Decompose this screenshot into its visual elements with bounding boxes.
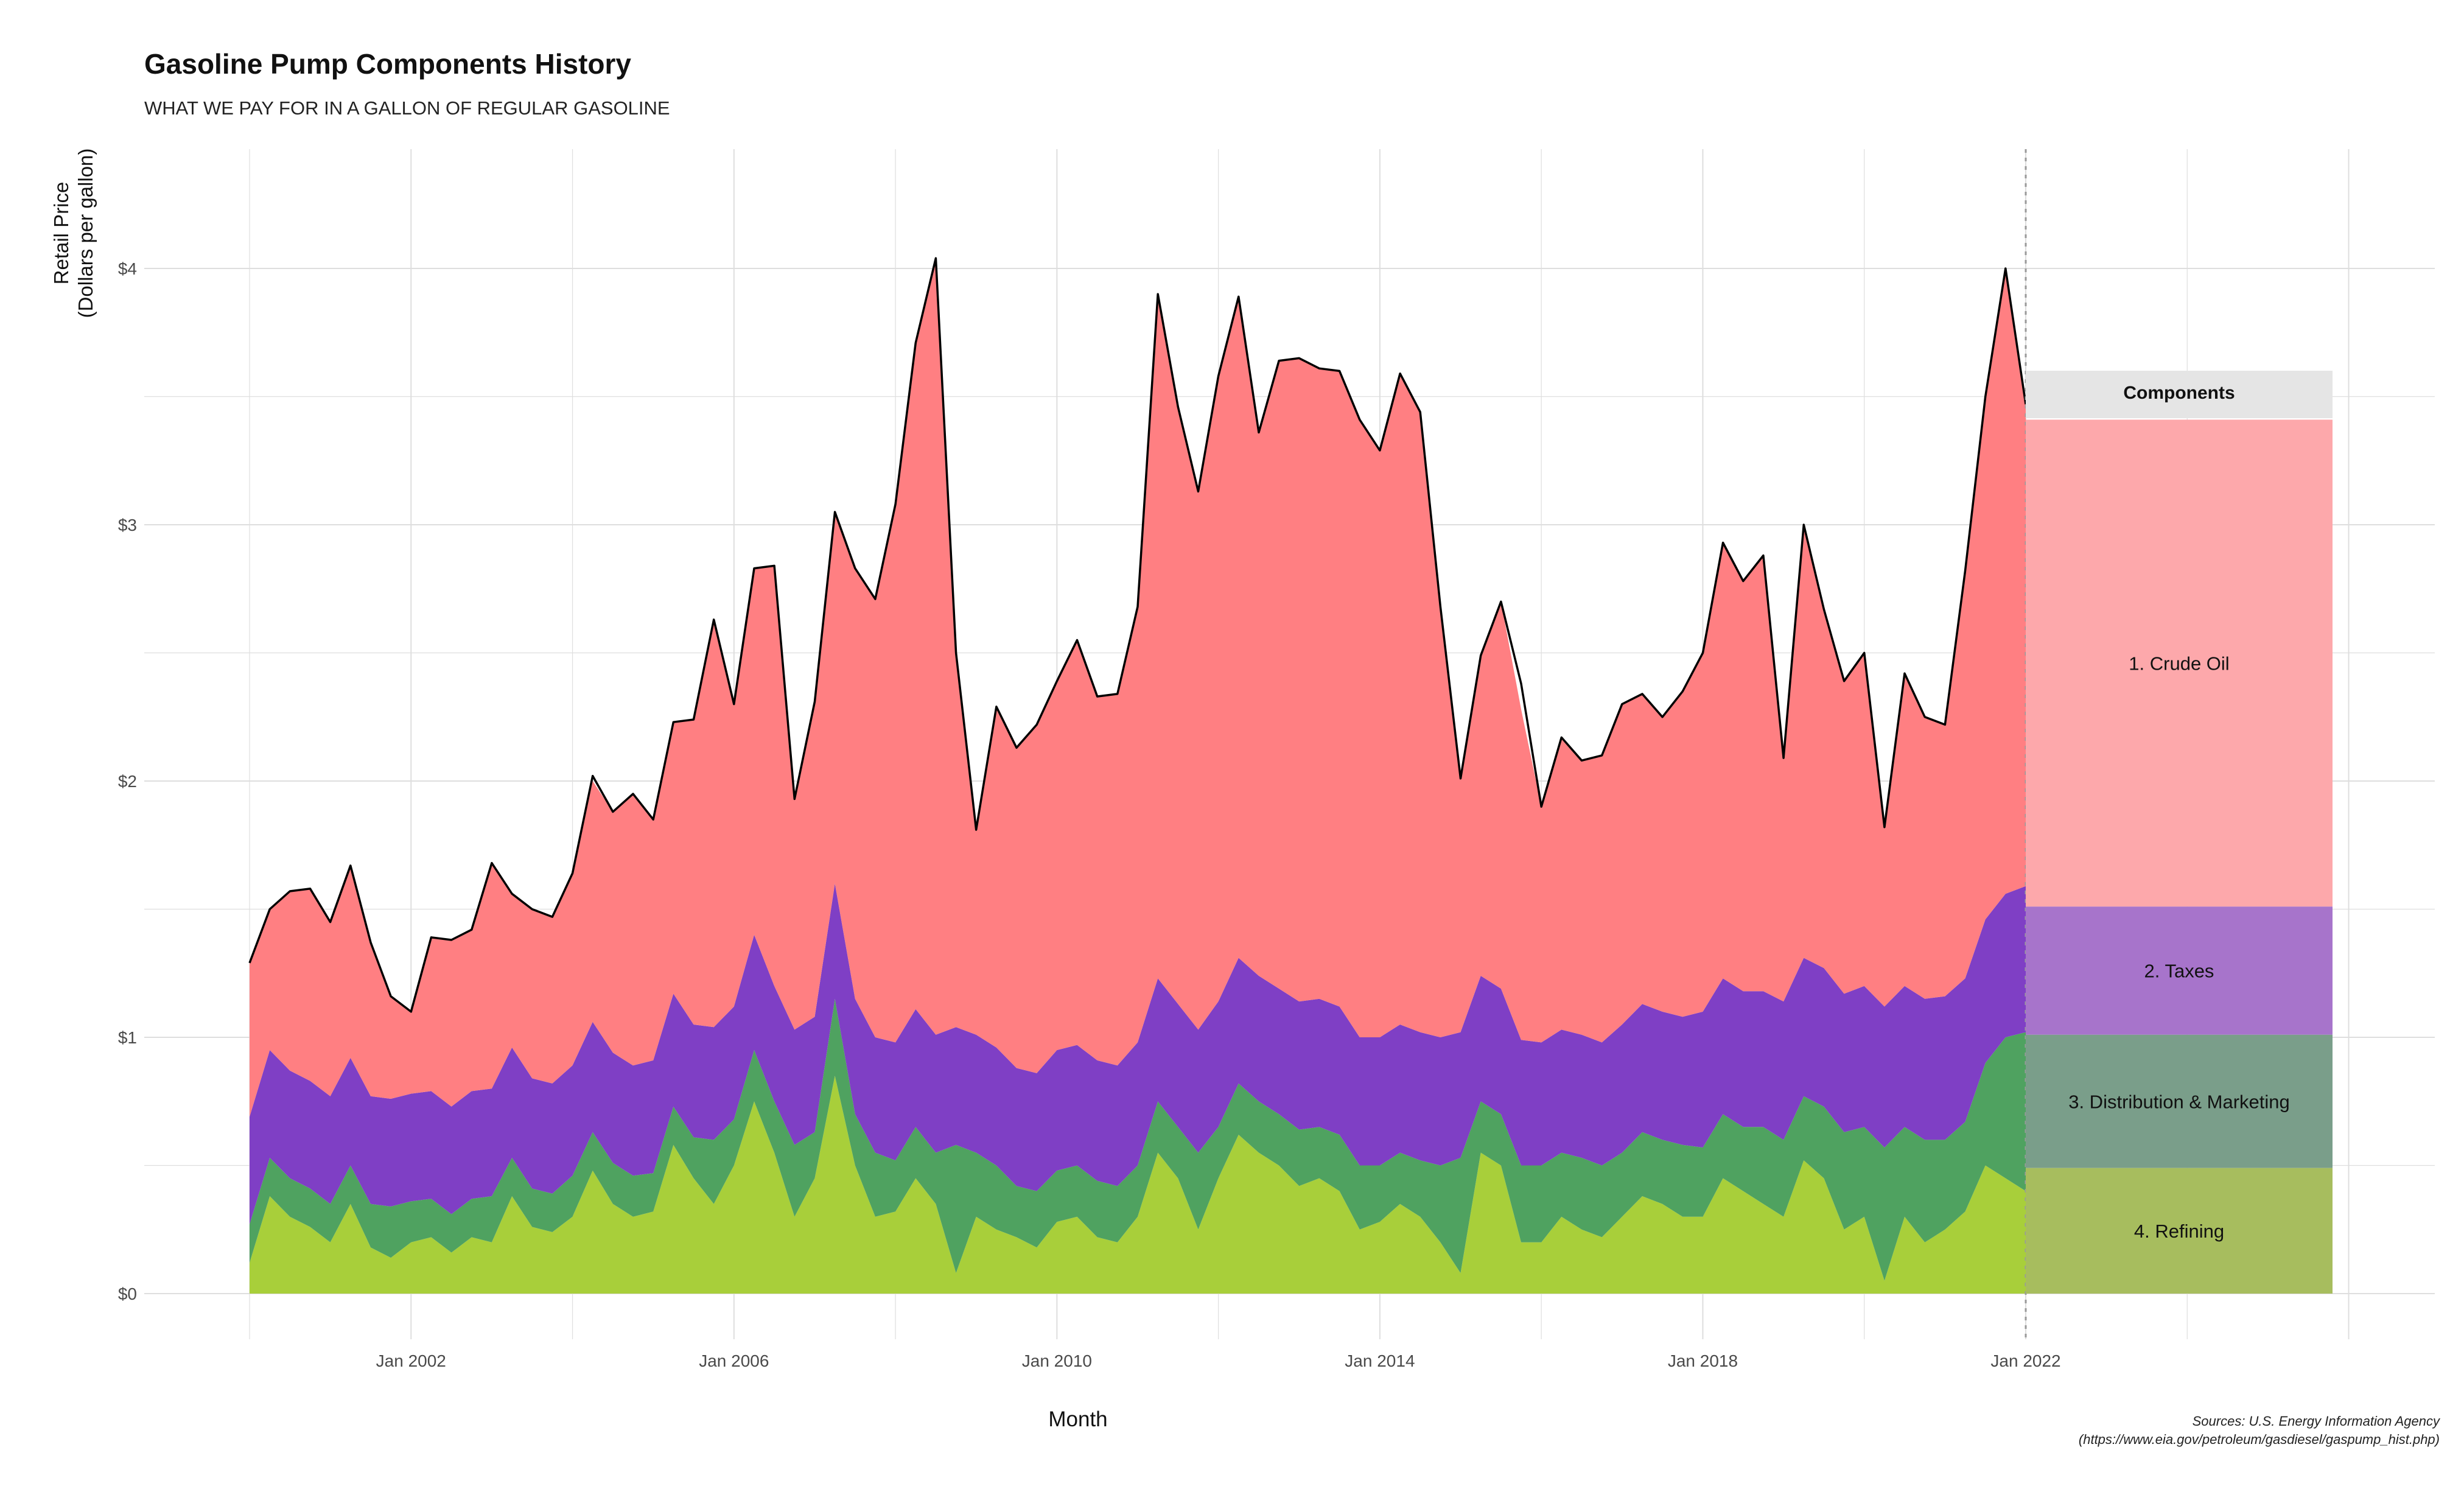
x-tick-label: Jan 2018 [1668, 1351, 1738, 1370]
legend-label-refining: 4. Refining [2134, 1221, 2224, 1242]
y-axis-title: Retail Price(Dollars per gallon) [50, 149, 97, 318]
y-tick-label: $0 [118, 1284, 137, 1303]
legend-band-distribution-marketing [2026, 1034, 2333, 1168]
x-axis-title: Month [1048, 1407, 1107, 1431]
legend-label-crude-oil: 1. Crude Oil [2129, 653, 2229, 674]
chart-subtitle: WHAT WE PAY FOR IN A GALLON OF REGULAR G… [144, 97, 670, 119]
area-series [250, 258, 2026, 1294]
refining-area [250, 1076, 2026, 1294]
y-axis-title-line: Retail Price [50, 182, 72, 285]
source-url: (https://www.eia.gov/petroleum/gasdiesel… [2078, 1432, 2440, 1447]
y-axis-title-line: (Dollars per gallon) [74, 149, 97, 318]
x-tick-label: Jan 2022 [1990, 1351, 2060, 1370]
axis-labels: $0 $1 $2 $3 $4 Jan 2002 Jan 2006 Jan 2010 Jan 20… [50, 149, 2061, 1431]
legend-band-taxes [2026, 906, 2333, 1035]
legend-band-crude-oil [2026, 419, 2333, 907]
y-tick-label: $1 [118, 1028, 137, 1047]
legend-header [2026, 371, 2333, 418]
legend-label-taxes: 2. Taxes [2144, 961, 2214, 982]
legend-band-refining [2026, 1168, 2333, 1294]
y-tick-label: $4 [118, 259, 137, 278]
chart-title: Gasoline Pump Components History [144, 48, 631, 80]
x-tick-label: Jan 2006 [699, 1351, 769, 1370]
taxes-area [250, 883, 2026, 1225]
legend-label-distribution-marketing: 3. Distribution & Marketing [2068, 1091, 2290, 1112]
total-price-line [248, 257, 2027, 1013]
y-tick-label: $2 [118, 772, 137, 791]
source-credit: Sources: U.S. Energy Information Agency [2192, 1414, 2440, 1429]
components-legend: Components 1. Crude Oil 2. Taxes 3. Distrib… [2026, 371, 2333, 1294]
distribution-marketing-area [250, 998, 2026, 1281]
x-tick-label: Jan 2002 [376, 1351, 446, 1370]
x-tick-label: Jan 2014 [1345, 1351, 1415, 1370]
y-tick-label: $3 [118, 516, 137, 534]
x-tick-label: Jan 2010 [1022, 1351, 1092, 1370]
legend-title: Components [2123, 383, 2235, 403]
crude-oil-area [250, 258, 2026, 1117]
